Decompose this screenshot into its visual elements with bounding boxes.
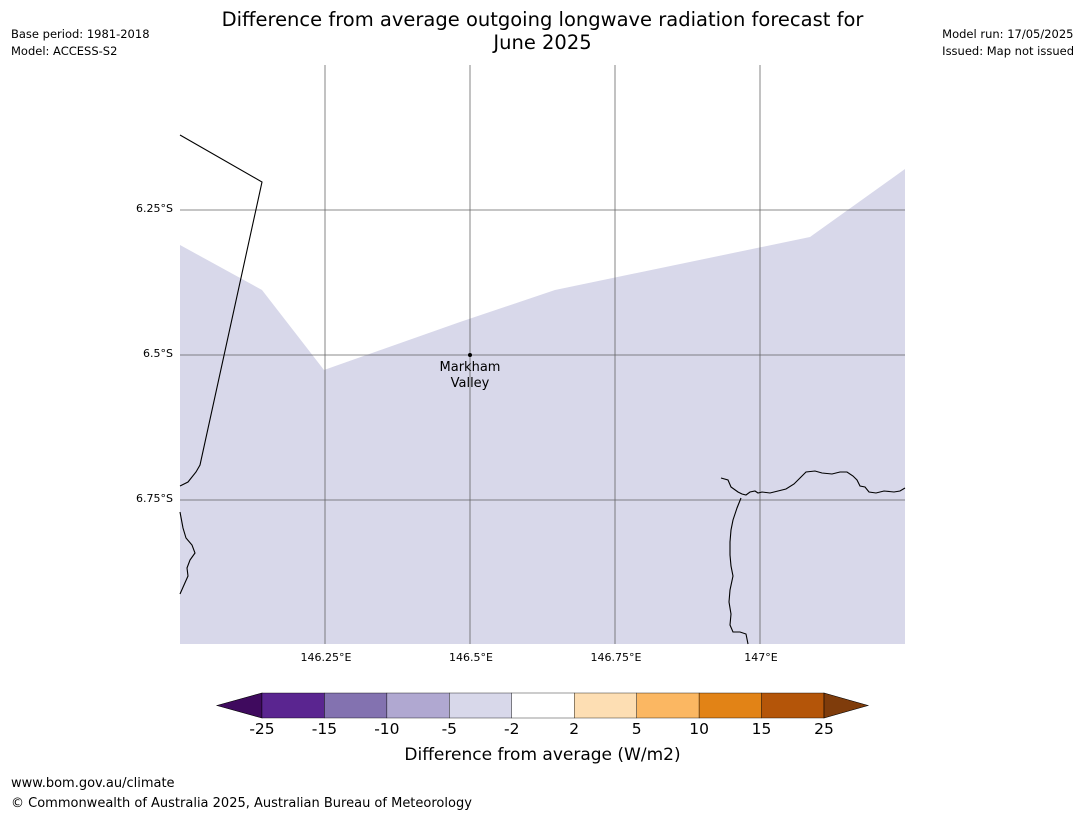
model-name: Model: ACCESS-S2 xyxy=(11,44,118,58)
place-name-line-2: Valley xyxy=(450,376,490,391)
anomaly-fill-region xyxy=(180,169,905,644)
base-period: Base period: 1981-2018 xyxy=(11,27,150,41)
colorbar-tick-label: 5 xyxy=(631,720,642,738)
colorbar-bin-7 xyxy=(636,692,700,719)
map-title: Difference from average outgoing longwav… xyxy=(0,8,1085,54)
lon-label-146-5: 146.5°E xyxy=(449,651,493,664)
colorbar-extend-high xyxy=(823,692,870,719)
coastline-river xyxy=(728,497,749,645)
run-info: Model run: 17/05/2025 Issued: Map not is… xyxy=(942,26,1074,60)
province-boundary xyxy=(179,134,263,487)
colorbar-tick-label: 2 xyxy=(569,720,580,738)
colorbar-bin-8 xyxy=(698,692,762,719)
colorbar-bin-1 xyxy=(261,692,325,719)
colorbar-bin-4 xyxy=(449,692,512,719)
coastline-east xyxy=(720,470,906,496)
colorbar-tick-label: 15 xyxy=(751,720,772,738)
lat-label-6-5: 6.5°S xyxy=(143,347,173,360)
footer-copyright: © Commonwealth of Australia 2025, Austra… xyxy=(11,796,472,811)
colorbar-tick-label: 25 xyxy=(814,720,834,738)
place-marker xyxy=(468,353,472,357)
title-line-1: Difference from average outgoing longwav… xyxy=(221,8,864,31)
footer-url: www.bom.gov.au/climate xyxy=(11,776,175,791)
model-run: Model run: 17/05/2025 xyxy=(942,27,1074,41)
colorbar-bin-3 xyxy=(386,692,450,719)
title-line-2: June 2025 xyxy=(493,31,592,54)
colorbar-bin-5 xyxy=(511,692,575,719)
lon-label-146-25: 146.25°E xyxy=(300,651,352,664)
lon-label-146-75: 146.75°E xyxy=(590,651,642,664)
base-info: Base period: 1981-2018 Model: ACCESS-S2 xyxy=(11,26,150,60)
coastline-west xyxy=(179,511,196,595)
colorbar-tick-label: -25 xyxy=(249,720,275,738)
colorbar-extend-low xyxy=(215,692,263,719)
colorbar-tick-label: -10 xyxy=(374,720,400,738)
colorbar-tick-label: -5 xyxy=(441,720,458,738)
place-name-line-1: Markham xyxy=(439,360,501,375)
lon-label-147: 147°E xyxy=(744,651,778,664)
colorbar-tick-label: 10 xyxy=(689,720,709,738)
colorbar-tick-label: -2 xyxy=(504,720,520,738)
lat-label-6-25: 6.25°S xyxy=(136,202,173,215)
colorbar-tick-label: -15 xyxy=(311,720,338,738)
colorbar-label: Difference from average (W/m2) xyxy=(404,745,681,765)
lat-label-6-75: 6.75°S xyxy=(136,492,173,505)
place-label: Markham Valley xyxy=(420,360,520,392)
issued-status: Issued: Map not issued xyxy=(942,44,1074,58)
colorbar-bin-2 xyxy=(324,692,388,719)
colorbar-bin-9 xyxy=(761,692,825,719)
colorbar-bin-6 xyxy=(574,692,637,719)
graticule xyxy=(180,65,905,644)
coastlines xyxy=(179,134,906,645)
